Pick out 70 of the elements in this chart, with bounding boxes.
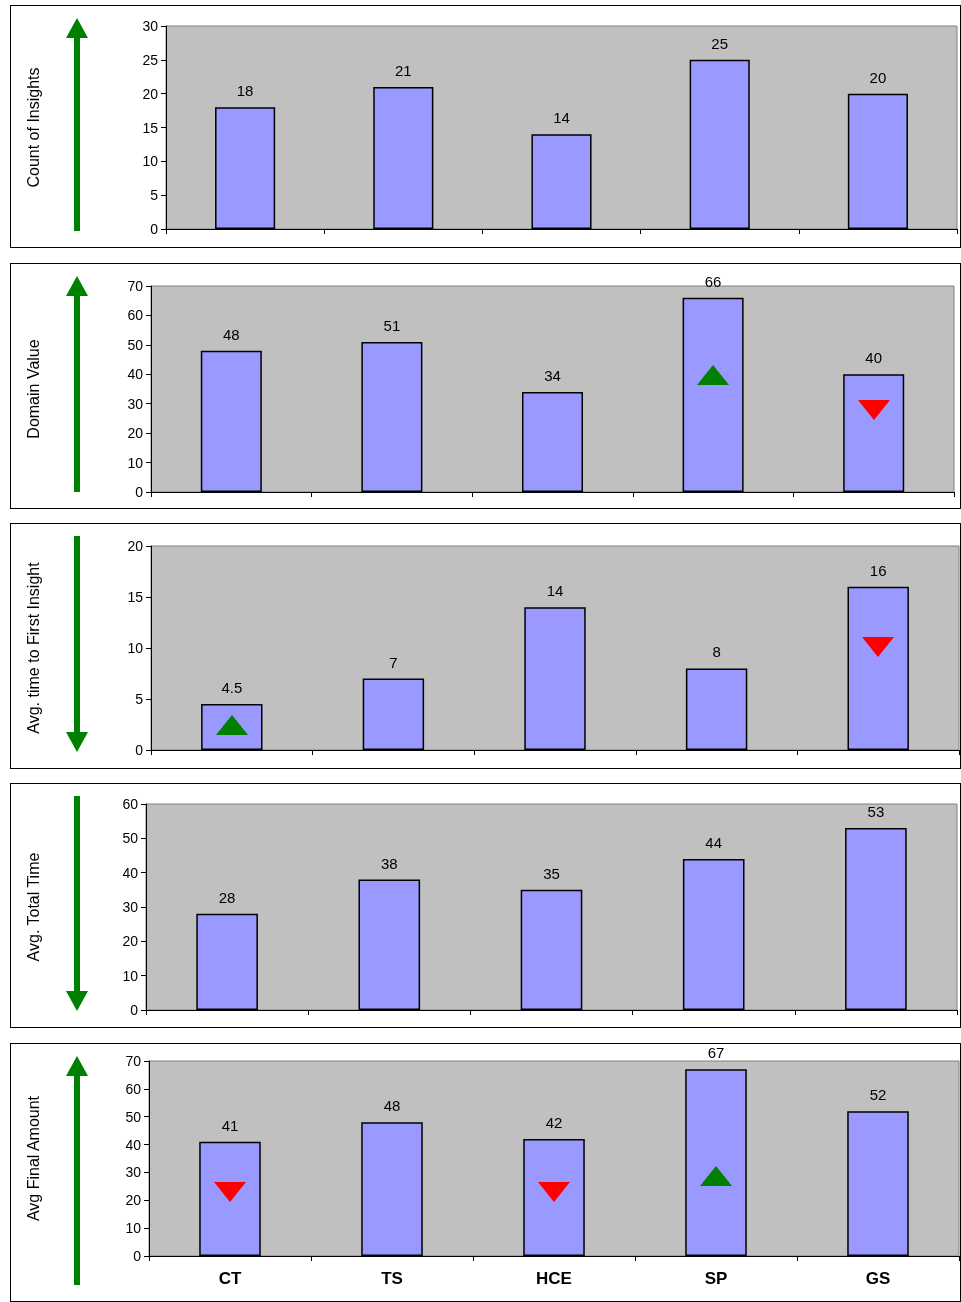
y-tick-label: 30 — [127, 395, 144, 412]
data-label: 66 — [704, 272, 722, 290]
data-label: 48 — [383, 1097, 401, 1115]
data-label: 14 — [553, 109, 570, 127]
data-label: 51 — [383, 316, 401, 334]
data-label: 44 — [705, 833, 723, 851]
y-axis-title: Avg. Total Time — [24, 852, 42, 962]
y-tick-label: 0 — [135, 484, 144, 500]
y-tick-label: 50 — [122, 830, 139, 847]
y-tick-label: 70 — [125, 1053, 142, 1069]
y-tick-label: 50 — [125, 1108, 142, 1125]
y-tick-label: 30 — [122, 899, 139, 915]
data-label: 35 — [543, 864, 560, 882]
y-tick-label: 20 — [142, 85, 159, 102]
data-label: 21 — [394, 61, 412, 79]
y-tick-label: 10 — [127, 454, 144, 471]
y-axis-title: Count of Insights — [24, 67, 42, 188]
y-tick-label: 10 — [127, 640, 144, 656]
data-label: 7 — [389, 653, 398, 671]
data-label: 18 — [236, 82, 254, 100]
y-tick-label: 40 — [127, 366, 144, 383]
data-label: 20 — [869, 68, 887, 86]
y-tick-label: 30 — [125, 1164, 142, 1181]
y-tick-label: 20 — [125, 1192, 142, 1209]
data-label: 34 — [544, 366, 561, 384]
y-tick-label: 15 — [142, 119, 159, 136]
y-tick-label: 40 — [125, 1136, 142, 1153]
y-tick-label: 20 — [122, 933, 139, 950]
y-tick-label: 30 — [142, 18, 159, 34]
y-tick-label: 0 — [133, 1248, 142, 1264]
y-tick-label: 25 — [142, 51, 159, 68]
y-tick-label: 10 — [125, 1220, 142, 1237]
y-tick-label: 10 — [142, 153, 159, 170]
x-tick-label: HCE — [536, 1269, 572, 1288]
x-tick-label: SP — [704, 1269, 728, 1288]
y-tick-label: 40 — [122, 864, 139, 881]
y-tick-label: 20 — [127, 425, 144, 442]
y-axis-title: Avg Final Amount — [24, 1095, 42, 1222]
data-label: 14 — [546, 582, 564, 600]
data-label: 28 — [218, 888, 236, 906]
y-tick-label: 5 — [150, 187, 159, 204]
y-axis-title: Avg. time to First Insight — [24, 561, 42, 734]
data-label: 16 — [869, 561, 887, 579]
y-tick-label: 50 — [127, 336, 144, 353]
x-tick-label: TS — [381, 1269, 403, 1288]
x-tick-label: CT — [218, 1269, 242, 1288]
data-label: 53 — [867, 803, 885, 821]
y-tick-label: 10 — [122, 967, 139, 984]
x-tick-label: GS — [865, 1269, 891, 1288]
y-tick-label: 60 — [122, 796, 139, 812]
y-tick-label: 60 — [125, 1080, 142, 1097]
data-label: 52 — [869, 1086, 887, 1104]
data-label: 48 — [222, 325, 240, 343]
data-label: 40 — [865, 349, 883, 367]
data-label: 4.5 — [221, 679, 243, 697]
y-tick-label: 20 — [127, 538, 144, 554]
data-label: 41 — [221, 1116, 239, 1134]
data-label: 38 — [380, 854, 398, 872]
y-tick-label: 15 — [127, 589, 144, 605]
data-label: 25 — [711, 34, 729, 52]
data-label: 42 — [545, 1114, 563, 1131]
y-tick-label: 0 — [135, 742, 144, 758]
y-tick-label: 5 — [135, 691, 144, 707]
y-tick-label: 70 — [127, 278, 144, 294]
data-label: 67 — [707, 1044, 725, 1062]
y-axis-title: Domain Value — [24, 339, 42, 439]
data-label: 8 — [712, 643, 721, 661]
y-tick-label: 0 — [150, 221, 159, 237]
y-tick-label: 60 — [127, 307, 144, 324]
y-tick-label: 0 — [130, 1002, 139, 1018]
